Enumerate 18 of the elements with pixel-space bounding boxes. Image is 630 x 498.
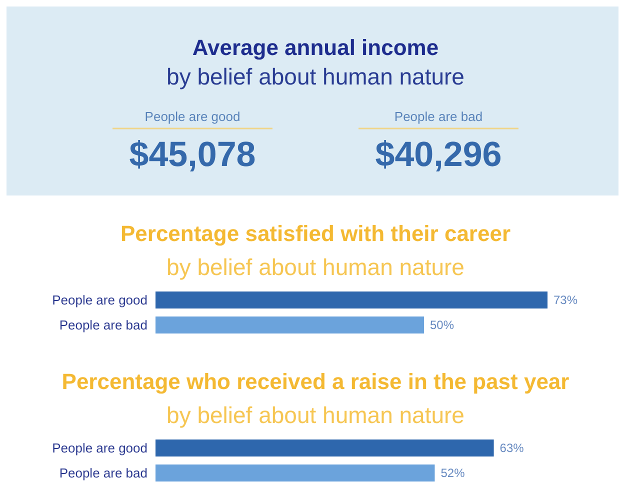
data-label: 52% [440, 466, 466, 480]
text: by belief about human nature [166, 64, 464, 90]
text: $45,078 [129, 135, 256, 174]
text: Average annual income [192, 35, 439, 60]
text: People are good [144, 109, 240, 124]
y-tick-label: People are good [52, 292, 148, 308]
y-tick-label: People are bad [59, 466, 148, 480]
chart-subtitle: by belief about human nature [166, 254, 464, 280]
y-tick-label: People are good [52, 440, 148, 456]
text: People are bad [394, 109, 483, 124]
text: $40,296 [375, 135, 502, 174]
data-label: 50% [430, 318, 454, 332]
chart-subtitle: by belief about human nature [166, 402, 464, 428]
data-label: 73% [554, 293, 578, 307]
chart-title: Percentage who received a raise in the past year [62, 369, 570, 394]
chart-title: Percentage satisfied with their career [120, 221, 511, 246]
y-tick-label: People are bad [59, 318, 148, 332]
data-label: 63% [500, 441, 524, 455]
